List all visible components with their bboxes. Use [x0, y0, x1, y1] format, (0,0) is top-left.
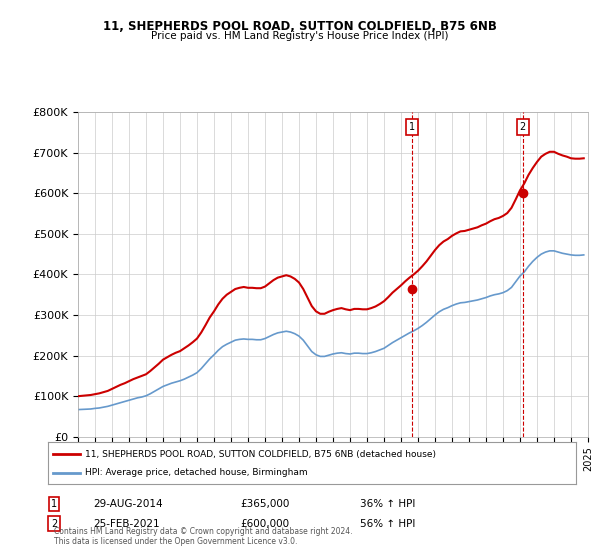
Text: £600,000: £600,000	[240, 519, 289, 529]
Text: 25-FEB-2021: 25-FEB-2021	[93, 519, 160, 529]
Text: HPI: Average price, detached house, Birmingham: HPI: Average price, detached house, Birm…	[85, 468, 308, 477]
Text: 36% ↑ HPI: 36% ↑ HPI	[360, 499, 415, 509]
Text: 56% ↑ HPI: 56% ↑ HPI	[360, 519, 415, 529]
Text: 11, SHEPHERDS POOL ROAD, SUTTON COLDFIELD, B75 6NB (detached house): 11, SHEPHERDS POOL ROAD, SUTTON COLDFIEL…	[85, 450, 436, 459]
Text: Contains HM Land Registry data © Crown copyright and database right 2024.
This d: Contains HM Land Registry data © Crown c…	[54, 526, 353, 546]
Text: Price paid vs. HM Land Registry's House Price Index (HPI): Price paid vs. HM Land Registry's House …	[151, 31, 449, 41]
Text: 1: 1	[51, 499, 57, 509]
Text: 2: 2	[51, 519, 57, 529]
Text: 2: 2	[520, 122, 526, 132]
Text: 29-AUG-2014: 29-AUG-2014	[93, 499, 163, 509]
Text: £365,000: £365,000	[240, 499, 289, 509]
Text: 1: 1	[409, 122, 415, 132]
Text: 11, SHEPHERDS POOL ROAD, SUTTON COLDFIELD, B75 6NB: 11, SHEPHERDS POOL ROAD, SUTTON COLDFIEL…	[103, 20, 497, 32]
